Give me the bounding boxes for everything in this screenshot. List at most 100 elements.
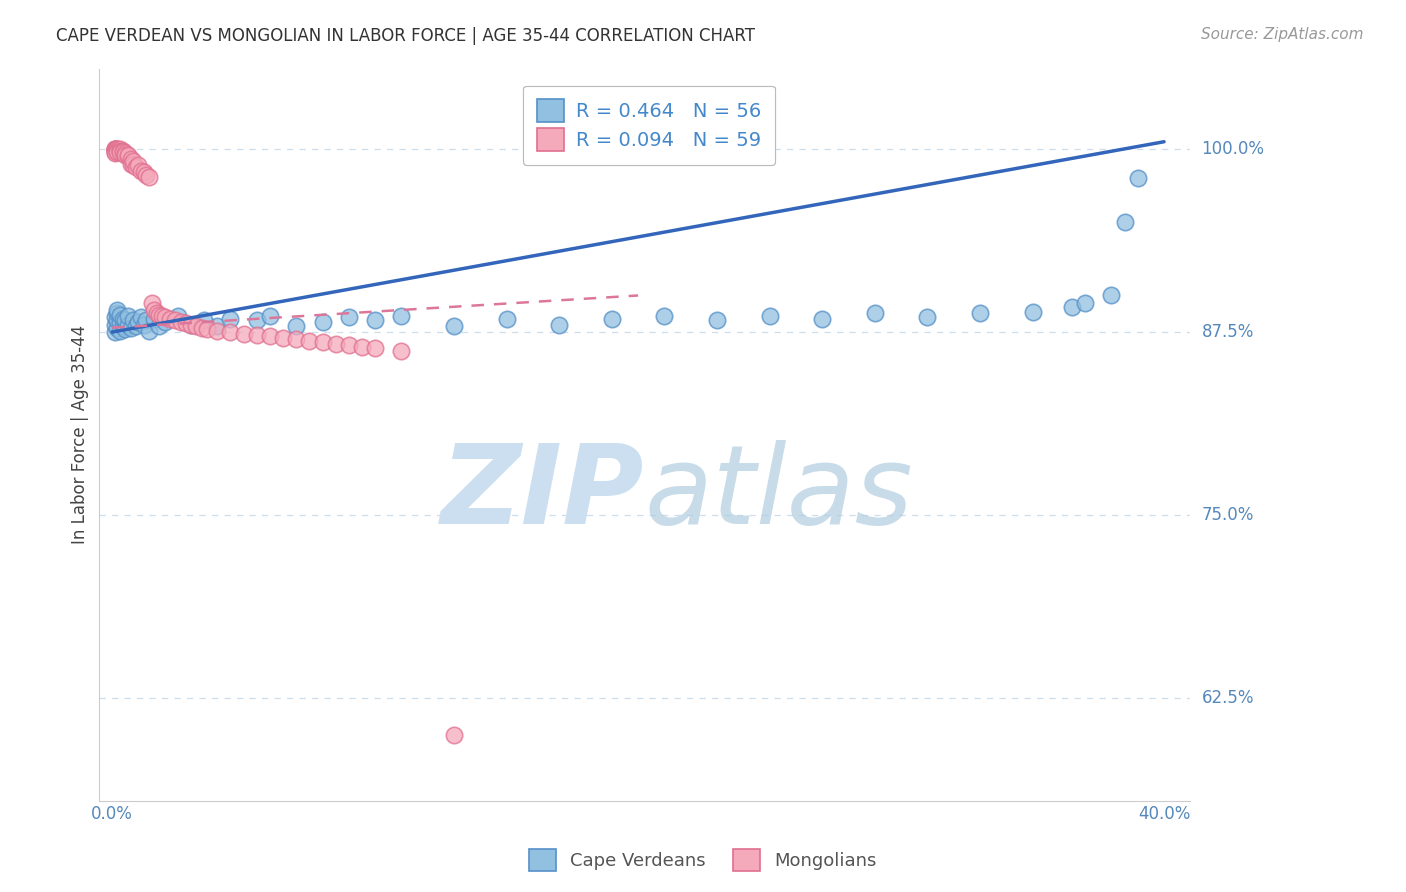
Point bbox=[706, 313, 728, 327]
Point bbox=[104, 310, 127, 325]
Point bbox=[125, 319, 148, 334]
Point bbox=[246, 313, 269, 327]
Point bbox=[863, 306, 886, 320]
Point bbox=[1126, 171, 1149, 186]
Point bbox=[122, 313, 145, 327]
Text: 62.5%: 62.5% bbox=[1202, 690, 1254, 707]
Point bbox=[120, 157, 142, 171]
Point bbox=[443, 728, 465, 742]
Point bbox=[153, 315, 176, 329]
Point bbox=[138, 324, 160, 338]
Point bbox=[165, 313, 187, 327]
Point bbox=[1114, 215, 1136, 229]
Point bbox=[120, 153, 142, 167]
Point bbox=[146, 306, 169, 320]
Point bbox=[105, 313, 128, 327]
Text: 75.0%: 75.0% bbox=[1202, 506, 1254, 524]
Point bbox=[105, 142, 128, 156]
Point bbox=[104, 142, 127, 156]
Text: 100.0%: 100.0% bbox=[1202, 140, 1264, 158]
Point bbox=[117, 149, 139, 163]
Point bbox=[285, 319, 308, 334]
Point bbox=[159, 312, 181, 326]
Point bbox=[337, 310, 360, 325]
Point bbox=[811, 312, 834, 326]
Point bbox=[180, 318, 202, 332]
Point bbox=[190, 320, 212, 334]
Point bbox=[325, 336, 347, 351]
Point bbox=[271, 331, 294, 345]
Point bbox=[111, 144, 134, 158]
Point bbox=[114, 146, 136, 161]
Point bbox=[114, 313, 136, 327]
Point bbox=[167, 309, 190, 323]
Point bbox=[105, 142, 128, 156]
Point bbox=[350, 340, 373, 354]
Point bbox=[104, 145, 127, 159]
Point bbox=[207, 324, 229, 338]
Point bbox=[132, 165, 155, 179]
Point bbox=[111, 312, 134, 326]
Point bbox=[364, 341, 387, 355]
Point bbox=[917, 310, 939, 325]
Text: ZIP: ZIP bbox=[441, 440, 645, 547]
Point bbox=[311, 335, 333, 350]
Point bbox=[117, 148, 139, 162]
Point bbox=[105, 320, 128, 334]
Point bbox=[195, 322, 218, 336]
Point bbox=[758, 309, 780, 323]
Point bbox=[111, 319, 134, 334]
Text: CAPE VERDEAN VS MONGOLIAN IN LABOR FORCE | AGE 35-44 CORRELATION CHART: CAPE VERDEAN VS MONGOLIAN IN LABOR FORCE… bbox=[56, 27, 755, 45]
Point bbox=[114, 148, 136, 162]
Point bbox=[117, 318, 139, 332]
Point bbox=[108, 142, 131, 156]
Point bbox=[143, 312, 166, 326]
Y-axis label: In Labor Force | Age 35-44: In Labor Force | Age 35-44 bbox=[72, 325, 89, 544]
Legend: Cape Verdeans, Mongolians: Cape Verdeans, Mongolians bbox=[522, 842, 884, 879]
Text: Source: ZipAtlas.com: Source: ZipAtlas.com bbox=[1201, 27, 1364, 42]
Point bbox=[207, 319, 229, 334]
Point bbox=[259, 329, 281, 343]
Point bbox=[104, 142, 127, 156]
Point bbox=[174, 316, 197, 330]
Point bbox=[105, 144, 128, 158]
Point bbox=[969, 306, 991, 320]
Point bbox=[285, 332, 308, 346]
Point bbox=[180, 318, 202, 332]
Point bbox=[443, 319, 465, 334]
Point bbox=[1060, 300, 1083, 314]
Point bbox=[186, 319, 208, 334]
Point bbox=[127, 158, 149, 172]
Point bbox=[148, 308, 170, 322]
Point bbox=[105, 145, 128, 159]
Point bbox=[169, 315, 191, 329]
Point bbox=[104, 142, 127, 156]
Point bbox=[246, 328, 269, 343]
Point bbox=[108, 308, 131, 322]
Point bbox=[135, 313, 157, 327]
Point bbox=[654, 309, 676, 323]
Point bbox=[114, 322, 136, 336]
Point bbox=[391, 344, 413, 359]
Point bbox=[311, 315, 333, 329]
Point bbox=[364, 313, 387, 327]
Point bbox=[104, 144, 127, 158]
Point bbox=[148, 319, 170, 334]
Point bbox=[108, 144, 131, 158]
Point bbox=[600, 312, 623, 326]
Point bbox=[337, 338, 360, 352]
Point bbox=[548, 318, 571, 332]
Point bbox=[108, 145, 131, 159]
Point bbox=[127, 315, 149, 329]
Point bbox=[219, 325, 242, 339]
Point bbox=[120, 320, 142, 334]
Point bbox=[104, 318, 127, 332]
Point bbox=[298, 334, 321, 348]
Point bbox=[104, 325, 127, 339]
Point bbox=[132, 318, 155, 332]
Point bbox=[129, 310, 152, 325]
Point bbox=[129, 164, 152, 178]
Point bbox=[125, 160, 148, 174]
Point bbox=[1101, 288, 1123, 302]
Text: 87.5%: 87.5% bbox=[1202, 323, 1254, 341]
